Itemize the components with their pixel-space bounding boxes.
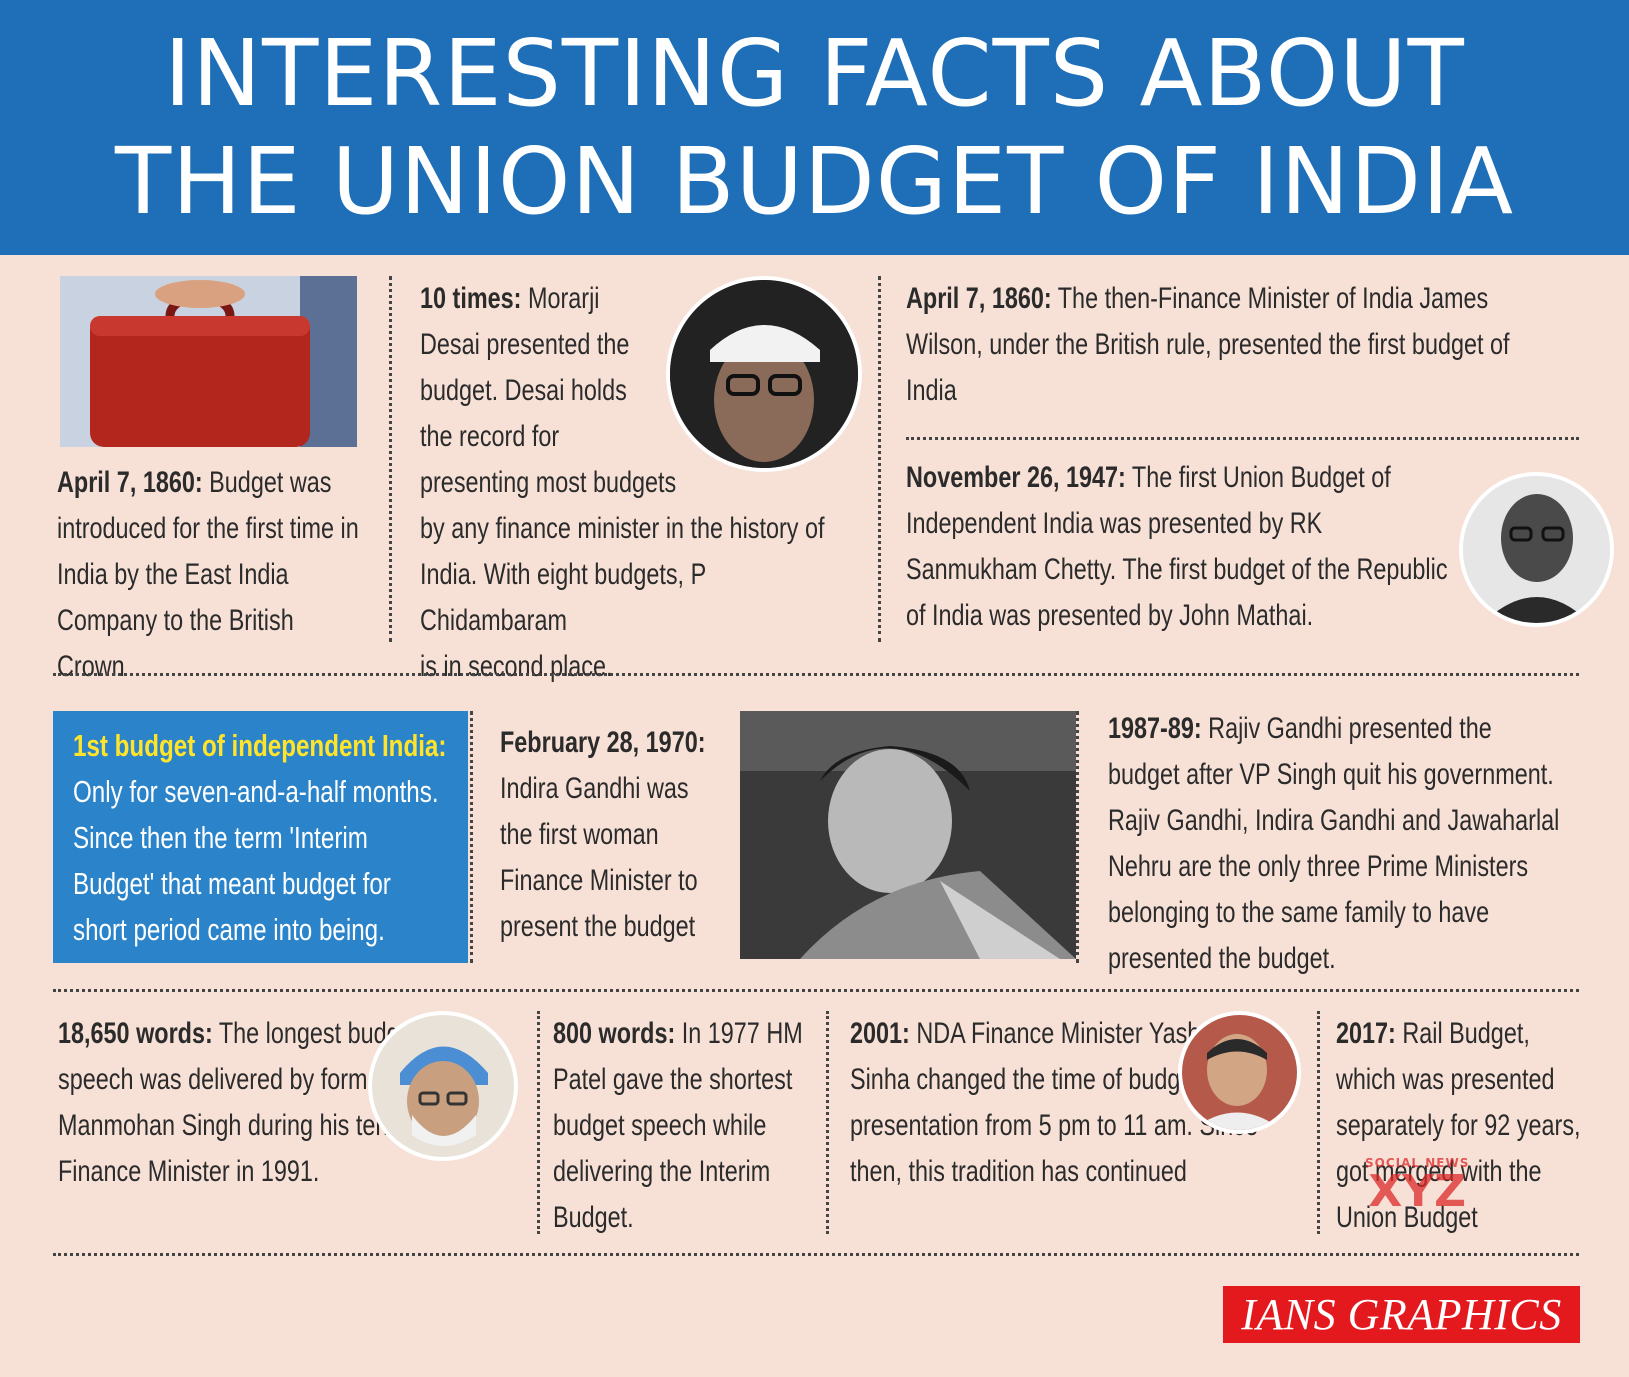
divider: [53, 989, 1579, 992]
divider: [470, 711, 473, 963]
fact-chetty: November 26, 1947: The first Union Budge…: [906, 455, 1452, 639]
interim-budget-box: 1st budget of independent India: Only fo…: [53, 711, 468, 963]
fact-briefcase-text: Budget was introduced for the first time…: [57, 466, 359, 683]
fact-indira-text: Indira Gandhi was the first woman Financ…: [500, 772, 698, 943]
fact-briefcase: April 7, 1860: Budget was introduced for…: [57, 460, 365, 690]
fact-sinha-year: 2001:: [850, 1017, 910, 1050]
watermark-small-text: SOCIAL NEWS: [1365, 1156, 1470, 1170]
fact-rail-year: 2017:: [1336, 1017, 1396, 1050]
interim-budget-text: Only for seven-and-a-half months. Since …: [73, 774, 439, 947]
yashwant-sinha-portrait: [1178, 1011, 1301, 1134]
fact-desai-line-4: the record for: [420, 420, 560, 453]
divider: [1317, 1011, 1320, 1234]
divider: [826, 1011, 829, 1234]
fact-patel-count: 800 words:: [553, 1017, 676, 1050]
divider: [1076, 711, 1079, 963]
fact-james-wilson-date: April 7, 1860:: [906, 282, 1052, 315]
page-header: INTERESTING FACTS ABOUT THE UNION BUDGET…: [0, 0, 1629, 255]
divider: [53, 1253, 1579, 1256]
fact-rajiv-text: Rajiv Gandhi presented the budget after …: [1108, 712, 1560, 975]
divider: [389, 276, 392, 642]
fact-rajiv-date: 1987-89:: [1108, 712, 1202, 745]
fact-patel-text: In 1977 HM Patel gave the shortest budge…: [553, 1017, 803, 1234]
fact-desai-line-8: is in second place.: [420, 650, 613, 683]
interim-budget-heading: 1st budget of independent India:: [73, 728, 447, 763]
fact-james-wilson-text: The then-Finance Minister of India James…: [906, 282, 1510, 407]
watermark-big-text: XYZ: [1368, 1166, 1467, 1217]
divider: [53, 673, 1579, 676]
fact-chetty-text: The first Union Budget of Independent In…: [906, 461, 1448, 632]
fact-desai-line-3: budget. Desai holds: [420, 374, 627, 407]
manmohan-singh-portrait: [368, 1011, 518, 1161]
red-briefcase-photo: [60, 276, 357, 447]
fact-rajiv: 1987-89: Rajiv Gandhi presented the budg…: [1108, 706, 1568, 982]
fact-desai-count: 10 times:: [420, 282, 522, 315]
page-title-line-2: THE UNION BUDGET OF INDIA: [114, 128, 1515, 235]
fact-sinha-text: NDA Finance Minister Yashwant Sinha chan…: [850, 1017, 1258, 1188]
indira-gandhi-photo: [740, 711, 1076, 959]
fact-indira: February 28, 1970: Indira Gandhi was the…: [500, 720, 726, 950]
fact-sinha: 2001: NDA Finance Minister Yashwant Sinh…: [850, 1011, 1295, 1195]
fact-patel: 800 words: In 1977 HM Patel gave the sho…: [553, 1011, 822, 1241]
fact-desai-line-7: India. With eight budgets, P Chidambaram: [420, 558, 706, 637]
divider: [537, 1011, 540, 1234]
fact-briefcase-date: April 7, 1860:: [57, 466, 203, 499]
fact-desai-line-2: Desai presented the: [420, 328, 630, 361]
fact-manmohan-count: 18,650 words:: [58, 1017, 213, 1050]
rk-shanmukham-chetty-portrait: [1459, 472, 1614, 627]
divider: [906, 437, 1579, 440]
ians-graphics-credit: IANS GRAPHICS: [1223, 1286, 1580, 1343]
fact-rail-budget: 2017: Rail Budget, which was presented s…: [1336, 1011, 1586, 1241]
watermark-logo: SOCIAL NEWS XYZ: [1365, 1156, 1469, 1214]
fact-desai: 10 times: Morarji Desai presented the bu…: [420, 276, 857, 690]
divider: [878, 276, 881, 642]
page-title-line-1: INTERESTING FACTS ABOUT: [164, 20, 1465, 127]
fact-chetty-date: November 26, 1947:: [906, 461, 1126, 494]
fact-indira-date: February 28, 1970:: [500, 726, 706, 759]
morarji-desai-portrait: [666, 276, 862, 472]
fact-desai-line-5: presenting most budgets: [420, 466, 677, 499]
fact-desai-line-6: by any finance minister in the history o…: [420, 512, 825, 545]
fact-james-wilson: April 7, 1860: The then-Finance Minister…: [906, 276, 1546, 414]
fact-desai-line-1: Morarji: [521, 282, 600, 315]
fact-rail-text: Rail Budget, which was presented separat…: [1336, 1017, 1581, 1234]
